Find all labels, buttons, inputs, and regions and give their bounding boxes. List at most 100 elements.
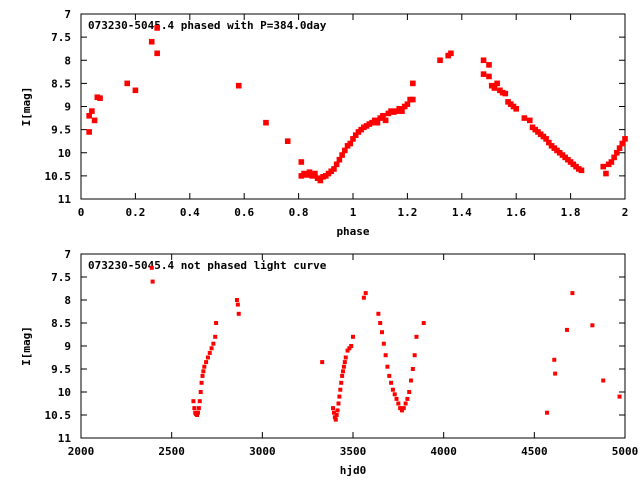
data-point <box>342 360 347 365</box>
data-point <box>347 346 352 351</box>
data-point <box>363 291 368 296</box>
data-point <box>380 112 386 119</box>
data-point <box>502 90 509 97</box>
data-point <box>385 364 390 369</box>
phased-y-tick-label: 10 <box>58 147 71 160</box>
data-point <box>389 380 394 385</box>
unphased-y-tick-label: 11 <box>58 432 72 445</box>
data-point <box>552 357 557 362</box>
data-point <box>383 353 388 358</box>
data-point <box>342 147 348 154</box>
data-point <box>317 177 324 184</box>
phased-y-tick-label: 10.5 <box>45 170 72 183</box>
phased-x-tick-label: 2 <box>622 206 629 219</box>
phased-x-axis-label: phase <box>336 225 369 238</box>
phased-y-tick-label: 11 <box>58 193 72 206</box>
data-point <box>619 140 626 147</box>
data-point <box>543 136 549 142</box>
phased-x-tick-label: 0.6 <box>234 206 254 219</box>
data-point <box>263 119 269 126</box>
data-point <box>382 117 389 124</box>
data-point <box>306 169 313 175</box>
unphased-y-axis-label: I[mag] <box>20 326 33 366</box>
data-point <box>412 353 417 358</box>
data-point <box>97 95 103 101</box>
data-point <box>200 373 205 378</box>
data-point <box>213 334 218 339</box>
data-point <box>333 161 340 168</box>
phased-x-tick-label: 0.2 <box>125 206 145 219</box>
data-point <box>150 279 155 284</box>
data-point <box>235 82 242 89</box>
data-point <box>403 401 408 406</box>
data-point <box>570 291 575 296</box>
data-point <box>86 112 92 119</box>
data-point <box>124 80 131 87</box>
data-point <box>437 57 443 64</box>
data-point <box>211 341 216 346</box>
data-point <box>410 96 416 103</box>
data-point <box>396 401 401 406</box>
data-point <box>343 355 348 360</box>
data-point <box>617 394 622 399</box>
data-point <box>401 406 406 411</box>
data-point <box>340 373 345 378</box>
unphased-chart-title: 073230-5045.4 not phased light curve <box>88 259 327 272</box>
unphased-y-tick-label: 10 <box>58 386 71 399</box>
data-point <box>491 85 498 91</box>
data-point <box>486 73 492 80</box>
phased-y-axis-label: I[mag] <box>20 87 33 127</box>
phased-y-tick-label: 8 <box>64 54 71 67</box>
data-point <box>204 360 209 365</box>
data-point <box>410 80 416 87</box>
data-point <box>192 406 197 411</box>
unphased-y-tick-label: 9 <box>64 340 71 353</box>
unphased-y-tick-label: 7 <box>64 248 71 261</box>
data-point <box>236 311 241 316</box>
unphased-points <box>149 265 622 422</box>
data-point <box>298 159 305 165</box>
data-point <box>209 346 214 351</box>
data-point <box>312 170 318 177</box>
phased-x-tick-label: 1 <box>350 206 357 219</box>
data-point <box>480 71 487 77</box>
unphased-x-tick-label: 5000 <box>612 445 639 458</box>
data-point <box>154 25 160 31</box>
data-point <box>341 364 346 369</box>
data-point <box>331 166 337 172</box>
data-point <box>614 149 620 156</box>
data-point <box>527 117 533 124</box>
data-point <box>335 408 340 413</box>
data-point <box>553 371 558 376</box>
data-point <box>378 321 383 325</box>
data-point <box>196 406 201 411</box>
data-point <box>154 50 160 57</box>
data-point <box>361 295 366 300</box>
data-point <box>149 265 154 270</box>
data-point <box>398 406 403 411</box>
data-point <box>405 396 410 401</box>
data-point <box>349 344 354 348</box>
phased-y-tick-label: 9 <box>64 101 71 114</box>
data-point <box>191 399 196 404</box>
data-point <box>399 408 404 413</box>
data-point <box>603 170 609 177</box>
data-point <box>86 129 92 135</box>
data-point <box>91 117 98 124</box>
unphased-x-axis-label: hjd0 <box>340 464 367 477</box>
data-point <box>608 159 615 165</box>
data-point <box>339 152 345 158</box>
data-point <box>336 401 341 406</box>
data-point <box>352 132 359 138</box>
data-point <box>320 360 325 365</box>
data-point <box>199 380 204 385</box>
phased-x-tick-label: 1.6 <box>506 206 526 219</box>
data-point <box>336 156 343 163</box>
unphased-x-tick-label: 4500 <box>521 445 548 458</box>
data-point <box>339 380 344 385</box>
data-point <box>494 80 500 87</box>
data-point <box>611 154 617 161</box>
data-point <box>338 387 343 392</box>
data-point <box>590 323 595 328</box>
data-point <box>351 334 355 339</box>
